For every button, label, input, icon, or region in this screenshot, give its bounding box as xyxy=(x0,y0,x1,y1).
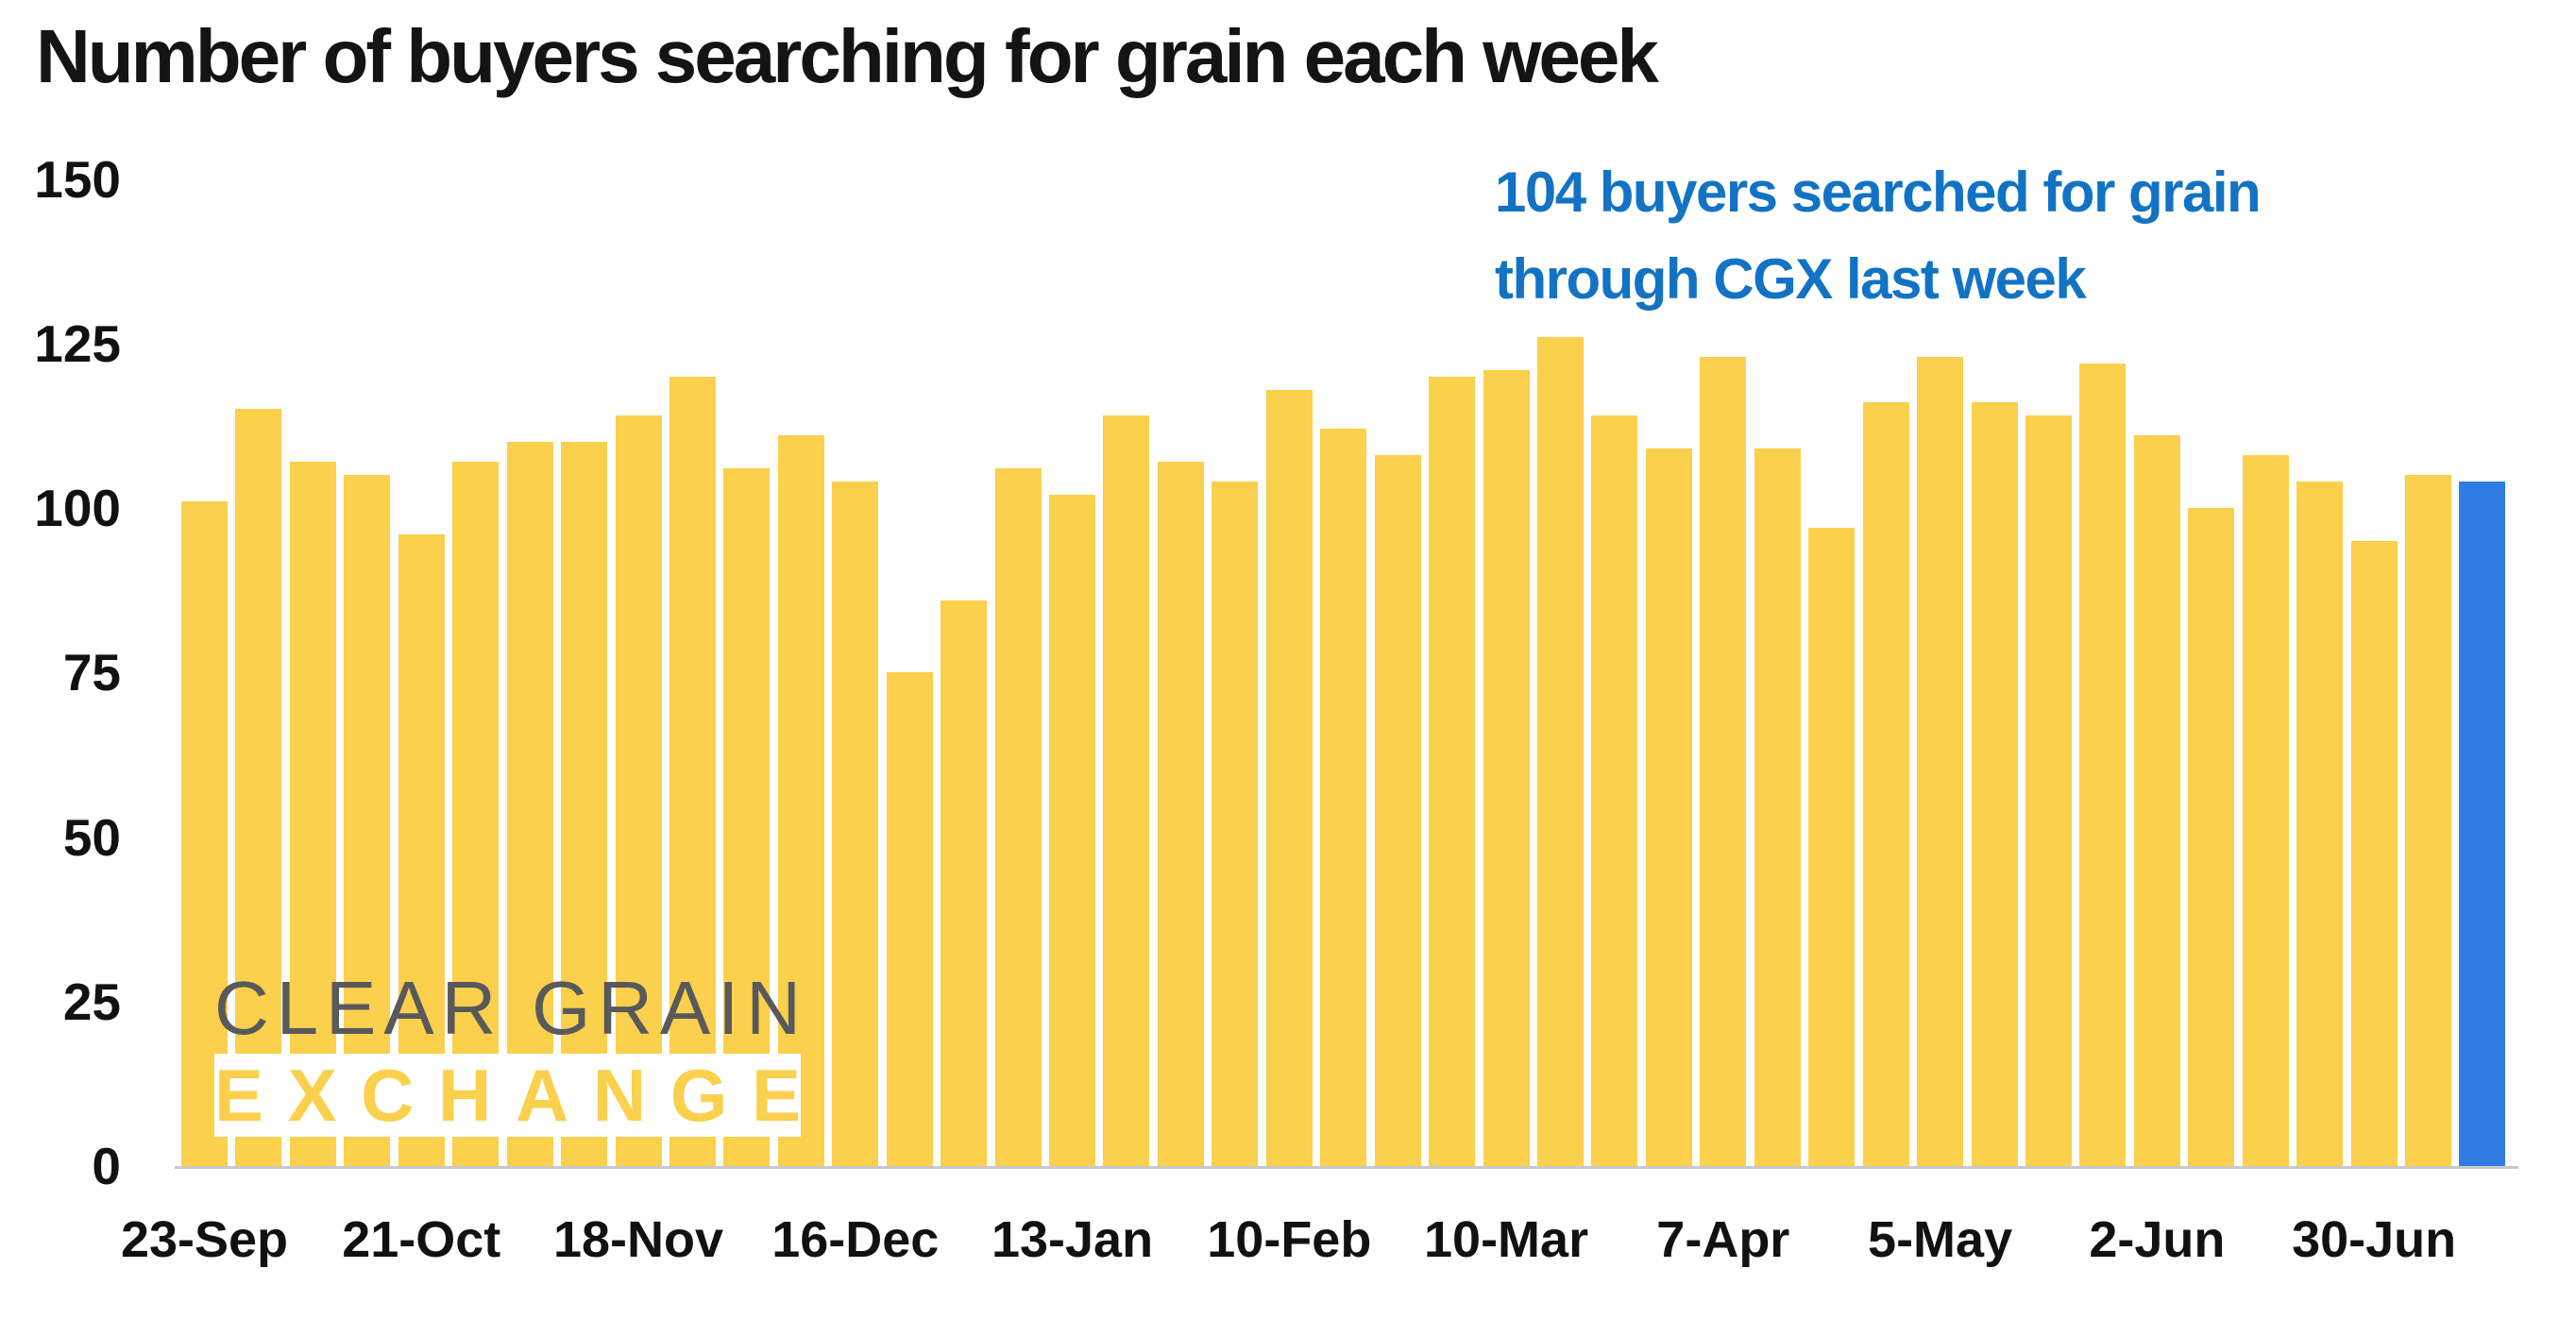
y-tick-label-25: 25 xyxy=(62,972,121,1031)
y-tick-label-50: 50 xyxy=(62,807,121,867)
bar-week-12 xyxy=(777,435,824,1166)
x-tick-label-16-Dec: 16-Dec xyxy=(771,1211,940,1268)
x-tick-label-10-Feb: 10-Feb xyxy=(1207,1211,1372,1268)
bar-week-3 xyxy=(289,462,336,1166)
bar-week-29 xyxy=(1700,356,1747,1166)
bar-week-6 xyxy=(452,462,500,1166)
y-tick-label-125: 125 xyxy=(34,313,121,373)
bar-week-36 xyxy=(2079,363,2127,1166)
x-tick-label-2-Jun: 2-Jun xyxy=(2089,1211,2226,1268)
annotation-callout: 104 buyers searched for grain through CG… xyxy=(1495,149,2439,323)
y-tick-label-150: 150 xyxy=(34,149,121,209)
bar-week-11 xyxy=(723,468,771,1166)
x-tick-label-18-Nov: 18-Nov xyxy=(552,1211,724,1268)
bar-week-28 xyxy=(1645,448,1692,1166)
x-tick-label-5-May: 5-May xyxy=(1868,1211,2013,1268)
bar-week-40 xyxy=(2296,482,2344,1166)
x-tick-label-7-Apr: 7-Apr xyxy=(1656,1211,1790,1268)
bar-week-37 xyxy=(2133,435,2180,1166)
bar-week-9 xyxy=(615,415,662,1166)
bar-week-23 xyxy=(1374,455,1421,1166)
bar-week-14 xyxy=(886,672,933,1166)
bar-week-10 xyxy=(669,376,716,1166)
bar-week-39 xyxy=(2242,455,2289,1166)
x-tick-label-10-Mar: 10-Mar xyxy=(1424,1211,1589,1268)
x-tick-label-30-Jun: 30-Jun xyxy=(2292,1211,2457,1268)
y-tick-label-100: 100 xyxy=(34,479,121,537)
x-tick-label-23-Sep: 23-Sep xyxy=(120,1211,289,1268)
x-axis-tick-labels: 23-Sep 21-Oct 18-Nov 16-Dec 13-Jan 10-Feb 10-M… xyxy=(0,1210,2576,1277)
y-tick-label-75: 75 xyxy=(62,643,121,702)
bar-week-24 xyxy=(1429,376,1476,1166)
x-axis-baseline xyxy=(175,1166,2518,1169)
bar-week-41 xyxy=(2350,540,2398,1166)
bar-week-38 xyxy=(2188,508,2235,1166)
y-axis-tick-labels: 0 25 50 75 100 125 150 xyxy=(0,0,121,1319)
bar-week-8 xyxy=(561,442,608,1166)
bar-week-16 xyxy=(994,468,1042,1166)
bar-week-2 xyxy=(235,409,282,1166)
bar-week-31 xyxy=(1808,527,1856,1166)
y-tick-label-0: 0 xyxy=(92,1137,121,1195)
annotation-line2: through CGX last week xyxy=(1495,247,2087,311)
bar-week-43 xyxy=(2459,482,2506,1166)
bar-week-32 xyxy=(1862,402,1909,1166)
bar-week-18 xyxy=(1103,415,1150,1166)
bar-week-4 xyxy=(344,475,391,1166)
bar-week-25 xyxy=(1483,369,1530,1166)
annotation-line1: 104 buyers searched for grain xyxy=(1495,161,2262,224)
bar-week-17 xyxy=(1049,495,1096,1166)
bar-week-33 xyxy=(1917,356,1964,1166)
bar-week-42 xyxy=(2405,475,2452,1166)
x-tick-label-13-Jan: 13-Jan xyxy=(991,1211,1154,1268)
bars-area xyxy=(181,336,2506,1166)
bar-week-30 xyxy=(1754,448,1801,1166)
bar-week-15 xyxy=(941,600,988,1166)
bar-week-22 xyxy=(1320,429,1367,1166)
bar-week-19 xyxy=(1157,462,1204,1166)
x-tick-label-21-Oct: 21-Oct xyxy=(342,1211,501,1268)
bar-week-7 xyxy=(506,442,553,1166)
bar-week-35 xyxy=(2025,415,2072,1166)
bar-week-21 xyxy=(1265,389,1313,1166)
bar-week-34 xyxy=(1971,402,2018,1166)
bar-week-20 xyxy=(1212,482,1259,1166)
bar-week-27 xyxy=(1591,415,1638,1166)
bar-week-26 xyxy=(1537,336,1584,1166)
bar-week-13 xyxy=(832,482,879,1166)
chart-title: Number of buyers searching for grain eac… xyxy=(36,14,1659,98)
